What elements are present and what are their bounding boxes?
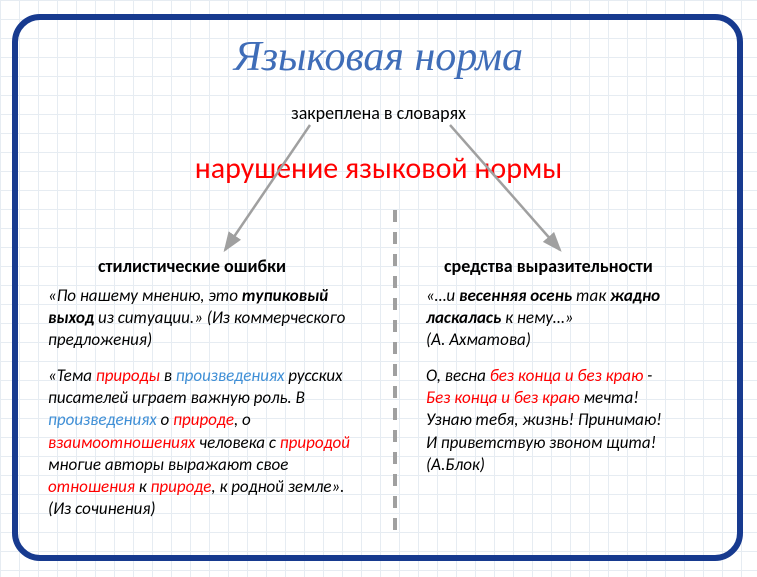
text-run: многие авторы выражают свое xyxy=(48,454,288,475)
text-run: - xyxy=(643,365,652,386)
text-run: без конца и без краю xyxy=(490,365,644,386)
text-run: к xyxy=(135,476,151,497)
text-run: отношения xyxy=(48,476,135,497)
text-run: природы xyxy=(96,365,160,386)
right-column-heading: средства выразительности xyxy=(444,255,653,277)
text-run: природой xyxy=(280,432,350,453)
text-run: «Тема xyxy=(48,365,96,386)
paragraph: «Тема природы в произведениях русских пи… xyxy=(48,365,368,520)
text-run: О, весна xyxy=(426,365,490,386)
right-column-body: «…и весенняя осень так жадно ласкалась к… xyxy=(426,285,726,490)
text-run: так xyxy=(572,285,610,306)
text-run: , о xyxy=(234,409,251,430)
text-run: в xyxy=(160,365,176,386)
left-column-heading: стилистические ошибки xyxy=(98,255,286,277)
text-run: произведениях xyxy=(48,409,157,430)
left-column-body: «По нашему мнению, это тупиковый выход и… xyxy=(48,285,368,534)
text-run: природе xyxy=(173,409,234,430)
text-run: Без конца и без краю xyxy=(426,387,580,408)
paragraph: «…и весенняя осень так жадно ласкалась к… xyxy=(426,285,726,351)
paragraph: «По нашему мнению, это тупиковый выход и… xyxy=(48,285,368,351)
text-run: взаимоотношениях xyxy=(48,432,195,453)
text-run: природе xyxy=(151,476,212,497)
text-run: «…и xyxy=(426,285,459,306)
canvas: Языковая норма закреплена в словарях нар… xyxy=(0,0,757,577)
text-run: о xyxy=(157,409,173,430)
text-run: человека с xyxy=(195,432,279,453)
paragraph: О, весна без конца и без краю - Без конца… xyxy=(426,365,726,475)
text-run: произведениях xyxy=(176,365,285,386)
text-run: весенняя осень xyxy=(459,285,572,306)
text-run: «По нашему мнению, это xyxy=(48,285,242,306)
